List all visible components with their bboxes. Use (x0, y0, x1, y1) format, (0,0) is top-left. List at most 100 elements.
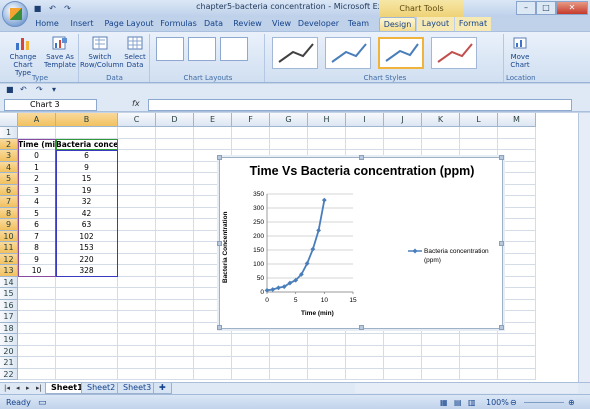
cell[interactable] (18, 276, 56, 288)
table-cell[interactable]: 5 (18, 207, 56, 219)
resize-handle[interactable] (359, 325, 364, 330)
data-point[interactable] (316, 228, 321, 233)
cell[interactable] (156, 288, 194, 300)
cell[interactable] (232, 127, 270, 139)
sheet-tab-sheet3[interactable]: Sheet3 (117, 383, 158, 394)
row-header-13[interactable]: 13 (0, 265, 18, 277)
cell[interactable] (156, 150, 194, 162)
cell[interactable] (422, 368, 460, 380)
table-cell[interactable]: 63 (56, 219, 118, 231)
data-point[interactable] (310, 246, 316, 252)
column-header-E[interactable]: E (194, 113, 232, 127)
cell[interactable] (498, 196, 536, 208)
cell[interactable] (118, 299, 156, 311)
cell[interactable] (422, 138, 460, 150)
cell[interactable] (156, 242, 194, 254)
chart-title[interactable]: Time Vs Bacteria concentration (ppm) (249, 164, 475, 178)
cell[interactable] (498, 357, 536, 369)
row-header-11[interactable]: 11 (0, 242, 18, 254)
resize-handle[interactable] (217, 241, 222, 246)
cell[interactable] (18, 311, 56, 323)
cell[interactable] (498, 173, 536, 185)
cell[interactable] (270, 345, 308, 357)
cell[interactable] (346, 357, 384, 369)
tab-home[interactable]: Home (35, 19, 59, 28)
cell[interactable] (498, 253, 536, 265)
cell[interactable] (194, 368, 232, 380)
undo-icon[interactable]: ↶ (49, 4, 56, 13)
table-cell[interactable]: 7 (18, 230, 56, 242)
cell[interactable] (156, 265, 194, 277)
cell[interactable] (156, 184, 194, 196)
zoom-level[interactable]: 100% (486, 398, 509, 407)
formula-input[interactable] (148, 99, 572, 111)
row-header-12[interactable]: 12 (0, 253, 18, 265)
cell[interactable] (156, 253, 194, 265)
cell[interactable] (232, 334, 270, 346)
column-header-A[interactable]: A (18, 113, 56, 127)
cell[interactable] (156, 173, 194, 185)
cell[interactable] (346, 368, 384, 380)
maximize-button[interactable]: □ (536, 1, 556, 15)
table-cell[interactable]: 32 (56, 196, 118, 208)
data-point[interactable] (299, 271, 304, 277)
table-cell[interactable]: 102 (56, 230, 118, 242)
plot-area[interactable]: 0 50 100 150 200 250 300 350 0 5 10 15 (220, 158, 504, 330)
prev-sheet-icon[interactable]: ◂ (16, 384, 20, 392)
cell[interactable] (308, 138, 346, 150)
chart-style-4[interactable] (431, 37, 477, 69)
chart-style-2[interactable] (325, 37, 371, 69)
customize-icon[interactable]: ▾ (52, 85, 57, 94)
column-header-H[interactable]: H (308, 113, 346, 127)
table-cell[interactable]: 9 (18, 253, 56, 265)
cell[interactable] (498, 219, 536, 231)
data-point[interactable] (281, 284, 287, 290)
cell[interactable] (460, 357, 498, 369)
table-cell[interactable]: 42 (56, 207, 118, 219)
cell[interactable] (384, 334, 422, 346)
cell[interactable] (232, 138, 270, 150)
cell[interactable] (156, 138, 194, 150)
cell[interactable] (460, 368, 498, 380)
table-cell[interactable]: 6 (18, 219, 56, 231)
data-point[interactable] (270, 287, 276, 292)
table-cell[interactable]: 8 (18, 242, 56, 254)
column-header-G[interactable]: G (270, 113, 308, 127)
cell[interactable] (156, 127, 194, 139)
cell[interactable] (56, 368, 118, 380)
table-cell[interactable]: 1 (18, 161, 56, 173)
cell[interactable] (460, 345, 498, 357)
cell[interactable] (18, 127, 56, 139)
column-header-F[interactable]: F (232, 113, 270, 127)
cell[interactable] (422, 345, 460, 357)
cell[interactable] (384, 368, 422, 380)
table-header-cell[interactable]: Bacteria concentration (ppm) (56, 138, 118, 150)
cell[interactable] (56, 311, 118, 323)
row-header-21[interactable]: 21 (0, 357, 18, 369)
table-cell[interactable]: 10 (18, 265, 56, 277)
cell[interactable] (118, 253, 156, 265)
chart-object[interactable]: Time Vs Bacteria concentration (ppm) Bac… (217, 155, 504, 330)
minimize-button[interactable]: – (516, 1, 536, 15)
cell[interactable] (194, 127, 232, 139)
cell[interactable] (498, 207, 536, 219)
table-cell[interactable]: 328 (56, 265, 118, 277)
fx-icon[interactable]: fx (132, 99, 140, 108)
row-header-17[interactable]: 17 (0, 311, 18, 323)
cell[interactable] (460, 127, 498, 139)
save-as-template-button[interactable]: Save As Template (43, 35, 77, 69)
cell[interactable] (156, 196, 194, 208)
cell[interactable] (194, 138, 232, 150)
cell[interactable] (498, 138, 536, 150)
table-cell[interactable]: 153 (56, 242, 118, 254)
tab-review[interactable]: Review (233, 19, 262, 28)
cell[interactable] (118, 311, 156, 323)
tab-design[interactable]: Design (379, 17, 416, 31)
cell[interactable] (118, 207, 156, 219)
cell[interactable] (18, 357, 56, 369)
insert-sheet-icon[interactable]: ✚ (153, 383, 172, 394)
row-header-4[interactable]: 4 (0, 161, 18, 173)
cell[interactable] (384, 345, 422, 357)
column-header-C[interactable]: C (118, 113, 156, 127)
layout-thumbnail-3[interactable] (220, 37, 248, 61)
